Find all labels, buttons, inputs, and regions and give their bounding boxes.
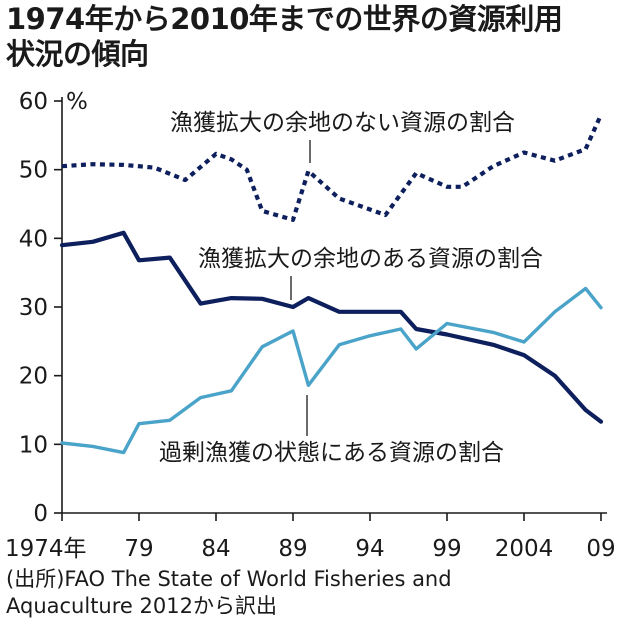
y-tick-label: 50 [19,158,48,184]
series-line-with-room [59,230,604,424]
chart-title-line-1: 1974年から2010年までの世界の資源利用 [6,2,563,36]
y-tick-label: 0 [33,501,48,527]
source-note-line-1: (出所)FAO The State of World Fisheries and [6,567,452,591]
x-tick-label: 94 [355,536,384,562]
source-note-line-2: Aquaculture 2012から訳出 [6,594,277,618]
chart-title: 1974年から2010年までの世界の資源利用 状況の傾向 [6,2,626,72]
chart-title-line-2: 状況の傾向 [6,37,149,71]
series-annotation-label: 漁獲拡大の余地のない資源の割合 [170,110,515,136]
y-tick-label: 40 [19,226,48,252]
series-annotation-label: 過剰漁獲の状態にある資源の割合 [159,440,504,466]
y-tick-label: 60 [19,89,48,115]
x-tick-label: 1974年 [5,536,87,562]
x-tick-label: 89 [278,536,307,562]
series-annotation-label: 漁獲拡大の余地のある資源の割合 [198,246,543,272]
x-tick-label: 84 [201,536,230,562]
y-tick-label: 20 [19,364,48,390]
series-line-overfished [60,286,603,455]
source-note: (出所)FAO The State of World Fisheries and… [6,566,452,620]
x-tick-label: 79 [124,536,153,562]
y-tick-label: 10 [19,432,48,458]
x-tick-label: 2004 [495,536,554,562]
y-unit-label: % [66,89,88,115]
x-tick-label: 99 [432,536,461,562]
x-tick-label: 09 [586,536,615,562]
series-line-no-room [61,113,603,222]
y-tick-label: 30 [19,295,48,321]
